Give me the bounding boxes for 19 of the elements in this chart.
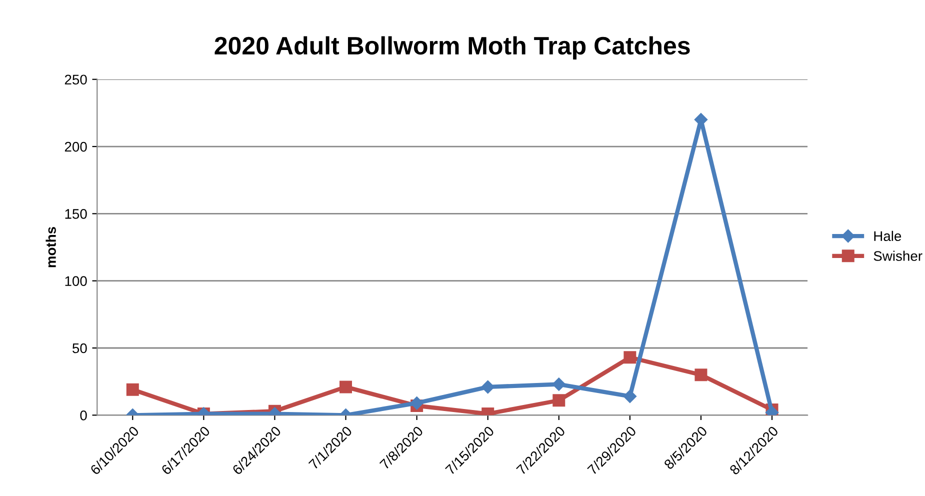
- point: [126, 383, 139, 396]
- point: [623, 390, 637, 403]
- point: [624, 351, 636, 364]
- y-tick-label: 50: [72, 343, 87, 354]
- point: [481, 380, 494, 394]
- y-axis-title: moths: [46, 226, 56, 268]
- point: [694, 368, 708, 382]
- y-tick-label: 200: [64, 142, 87, 152]
- chart-title: 2020 Adult Bollworm Moth Trap Catches: [214, 36, 690, 60]
- point: [410, 396, 424, 410]
- point: [340, 380, 352, 394]
- legend-label: Hale: [874, 230, 902, 242]
- point: [552, 378, 566, 391]
- y-tick-label: 100: [65, 276, 87, 286]
- legend-label: Swisher: [874, 250, 922, 261]
- y-tick-label: 0: [80, 410, 87, 420]
- y-tick-label: 250: [64, 74, 87, 85]
- y-tick-label: 150: [65, 209, 87, 219]
- point: [552, 394, 566, 407]
